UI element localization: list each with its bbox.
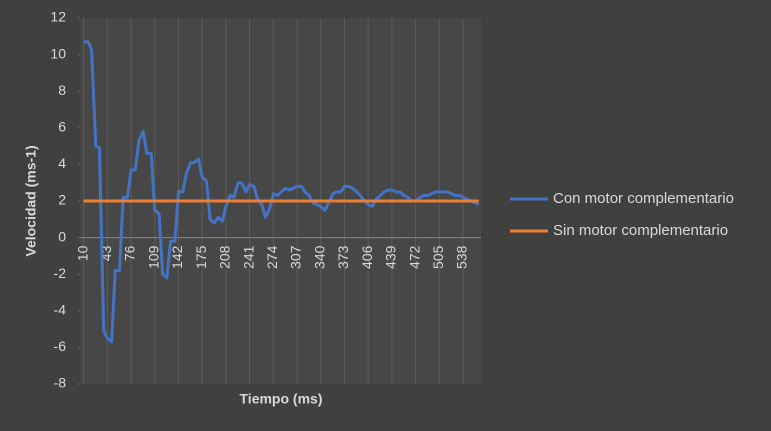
x-tick-label: 373: [335, 245, 351, 269]
x-tick-label: 340: [311, 245, 327, 269]
y-tick-label: 4: [58, 155, 66, 171]
y-tick-label: 2: [58, 192, 66, 208]
x-tick-label: 76: [122, 245, 138, 261]
x-tick-label: 241: [240, 245, 256, 269]
x-tick-label: 505: [430, 245, 446, 269]
y-axis-title: Velocidad (ms-1): [23, 145, 39, 256]
y-tick-label: 12: [50, 9, 66, 25]
x-tick-label: 142: [169, 245, 185, 269]
y-tick-label: -8: [54, 375, 67, 391]
x-axis-title: Tiempo (ms): [240, 391, 323, 407]
x-tick-label: 307: [288, 245, 304, 269]
y-tick-label: 8: [58, 82, 66, 98]
x-tick-label: 538: [454, 245, 470, 269]
x-tick-label: 10: [74, 245, 90, 261]
y-tick-label: 6: [58, 119, 66, 135]
x-tick-label: 208: [217, 245, 233, 269]
legend-label: Sin motor complementario: [553, 222, 728, 239]
y-tick-label: -6: [54, 338, 67, 354]
y-tick-label: 10: [50, 45, 66, 61]
x-tick-label: 439: [383, 245, 399, 269]
legend-label: Con motor complementario: [553, 190, 734, 207]
x-tick-label: 472: [406, 245, 422, 269]
y-tick-label: -4: [54, 302, 67, 318]
x-tick-label: 274: [264, 245, 280, 269]
x-tick-label: 109: [145, 245, 161, 269]
x-tick-label: 175: [193, 245, 209, 269]
x-tick-label: 406: [359, 245, 375, 269]
y-tick-label: -2: [54, 265, 67, 281]
y-tick-label: 0: [58, 228, 66, 244]
